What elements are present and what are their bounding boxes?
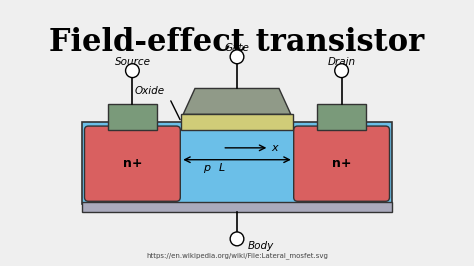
Text: n+: n+	[332, 157, 351, 170]
Circle shape	[230, 232, 244, 246]
Text: n+: n+	[123, 157, 142, 170]
Bar	[82, 202, 392, 212]
Text: Source: Source	[115, 57, 151, 67]
Bar	[181, 114, 293, 130]
Circle shape	[230, 50, 244, 64]
Text: x: x	[271, 143, 278, 153]
Text: p: p	[203, 163, 210, 173]
Text: Oxide: Oxide	[135, 86, 164, 96]
Text: Field-effect transistor: Field-effect transistor	[49, 27, 425, 58]
Polygon shape	[183, 89, 291, 114]
FancyBboxPatch shape	[294, 126, 390, 201]
Text: L: L	[219, 163, 225, 173]
Bar	[108, 104, 157, 130]
Text: https://en.wikipedia.org/wiki/File:Lateral_mosfet.svg: https://en.wikipedia.org/wiki/File:Later…	[146, 252, 328, 259]
Bar	[82, 122, 392, 204]
Text: Gate: Gate	[225, 43, 249, 53]
Bar	[317, 104, 366, 130]
Text: Body: Body	[248, 241, 274, 251]
FancyBboxPatch shape	[84, 126, 180, 201]
Text: Drain: Drain	[328, 57, 356, 67]
Circle shape	[335, 64, 348, 78]
Circle shape	[126, 64, 139, 78]
